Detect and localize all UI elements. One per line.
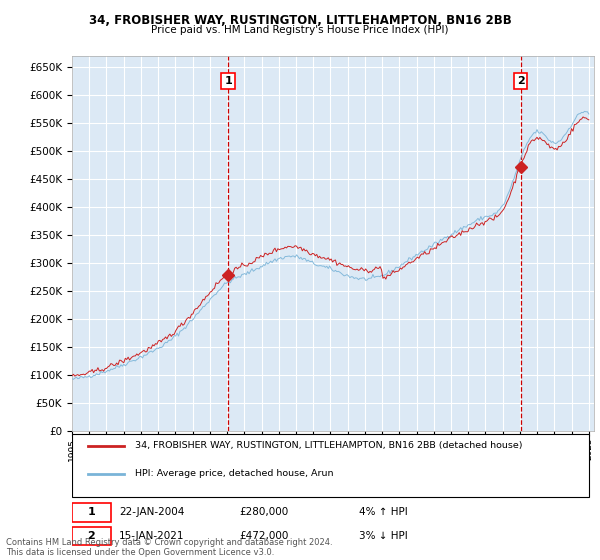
- FancyBboxPatch shape: [72, 503, 111, 522]
- Text: Contains HM Land Registry data © Crown copyright and database right 2024.
This d: Contains HM Land Registry data © Crown c…: [6, 538, 332, 557]
- Text: 2: 2: [517, 76, 524, 86]
- Text: 1: 1: [224, 76, 232, 86]
- Text: 22-JAN-2004: 22-JAN-2004: [119, 507, 184, 517]
- Text: 15-JAN-2021: 15-JAN-2021: [119, 531, 184, 541]
- Text: HPI: Average price, detached house, Arun: HPI: Average price, detached house, Arun: [134, 469, 333, 478]
- Text: £280,000: £280,000: [239, 507, 288, 517]
- Text: 1: 1: [88, 507, 95, 517]
- FancyBboxPatch shape: [72, 526, 111, 545]
- Text: 3% ↓ HPI: 3% ↓ HPI: [359, 531, 408, 541]
- Text: £472,000: £472,000: [239, 531, 289, 541]
- Text: 34, FROBISHER WAY, RUSTINGTON, LITTLEHAMPTON, BN16 2BB: 34, FROBISHER WAY, RUSTINGTON, LITTLEHAM…: [89, 14, 511, 27]
- Text: 34, FROBISHER WAY, RUSTINGTON, LITTLEHAMPTON, BN16 2BB (detached house): 34, FROBISHER WAY, RUSTINGTON, LITTLEHAM…: [134, 441, 522, 450]
- FancyBboxPatch shape: [72, 434, 589, 497]
- Text: Price paid vs. HM Land Registry's House Price Index (HPI): Price paid vs. HM Land Registry's House …: [151, 25, 449, 35]
- Text: 2: 2: [88, 531, 95, 541]
- Text: 4% ↑ HPI: 4% ↑ HPI: [359, 507, 408, 517]
